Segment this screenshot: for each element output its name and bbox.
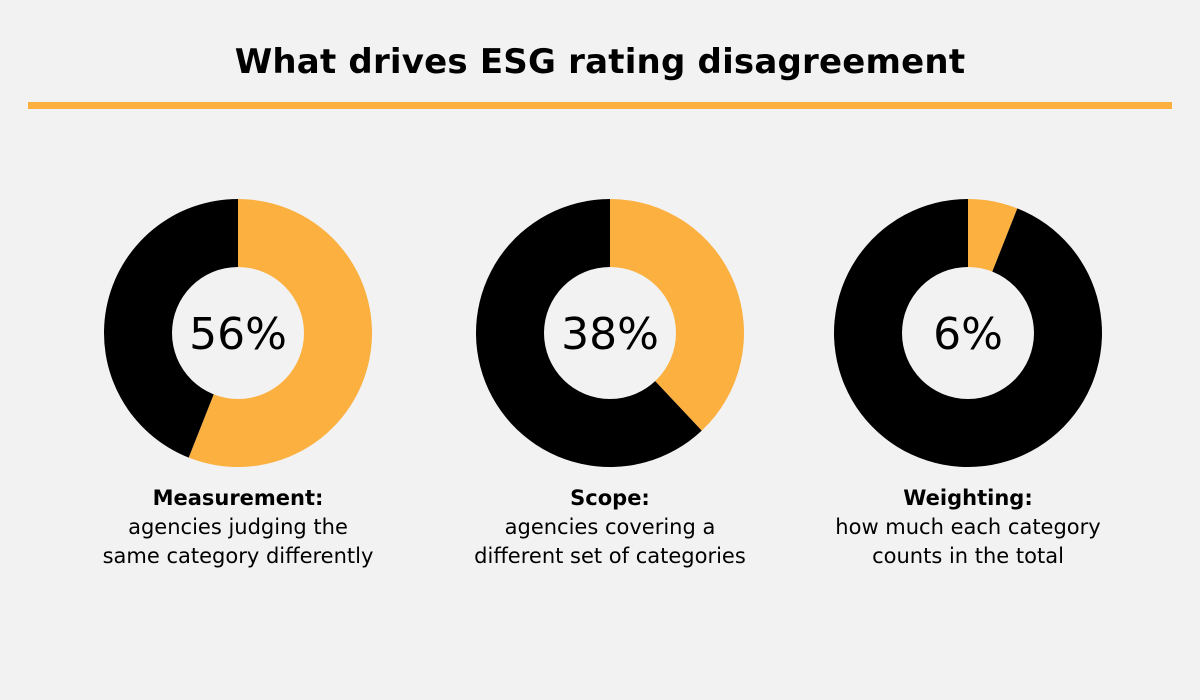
page-title: What drives ESG rating disagreement	[234, 42, 966, 82]
percent-label-scope: 38%	[561, 309, 659, 360]
caption-title-scope: Scope:	[570, 486, 650, 510]
caption-title-measurement: Measurement:	[152, 486, 324, 510]
caption-scope: Scope: agencies covering a different set…	[470, 484, 750, 571]
caption-desc-weighting: how much each category counts in the tot…	[835, 515, 1101, 568]
percent-label-measurement: 56%	[189, 309, 287, 360]
percent-label-weighting: 6%	[933, 309, 1003, 360]
caption-desc-measurement: agencies judging the same category diffe…	[102, 515, 374, 568]
caption-title-weighting: Weighting:	[903, 486, 1033, 510]
caption-measurement: Measurement: agencies judging the same c…	[98, 484, 378, 571]
donut-hole-weighting	[902, 267, 1034, 399]
donut-measurement: 56%	[103, 199, 372, 467]
slice-measurement-remainder	[103, 199, 238, 458]
donut-hole-scope	[544, 267, 676, 399]
caption-desc-scope: agencies covering a different set of cat…	[474, 515, 746, 568]
donut-scope: 38%	[475, 198, 744, 467]
donut-weighting: 6%	[834, 199, 1102, 467]
title-divider	[28, 102, 1172, 109]
caption-weighting: Weighting: how much each category counts…	[828, 484, 1108, 571]
donut-hole-measurement	[172, 267, 304, 399]
slice-scope-value	[610, 199, 744, 431]
